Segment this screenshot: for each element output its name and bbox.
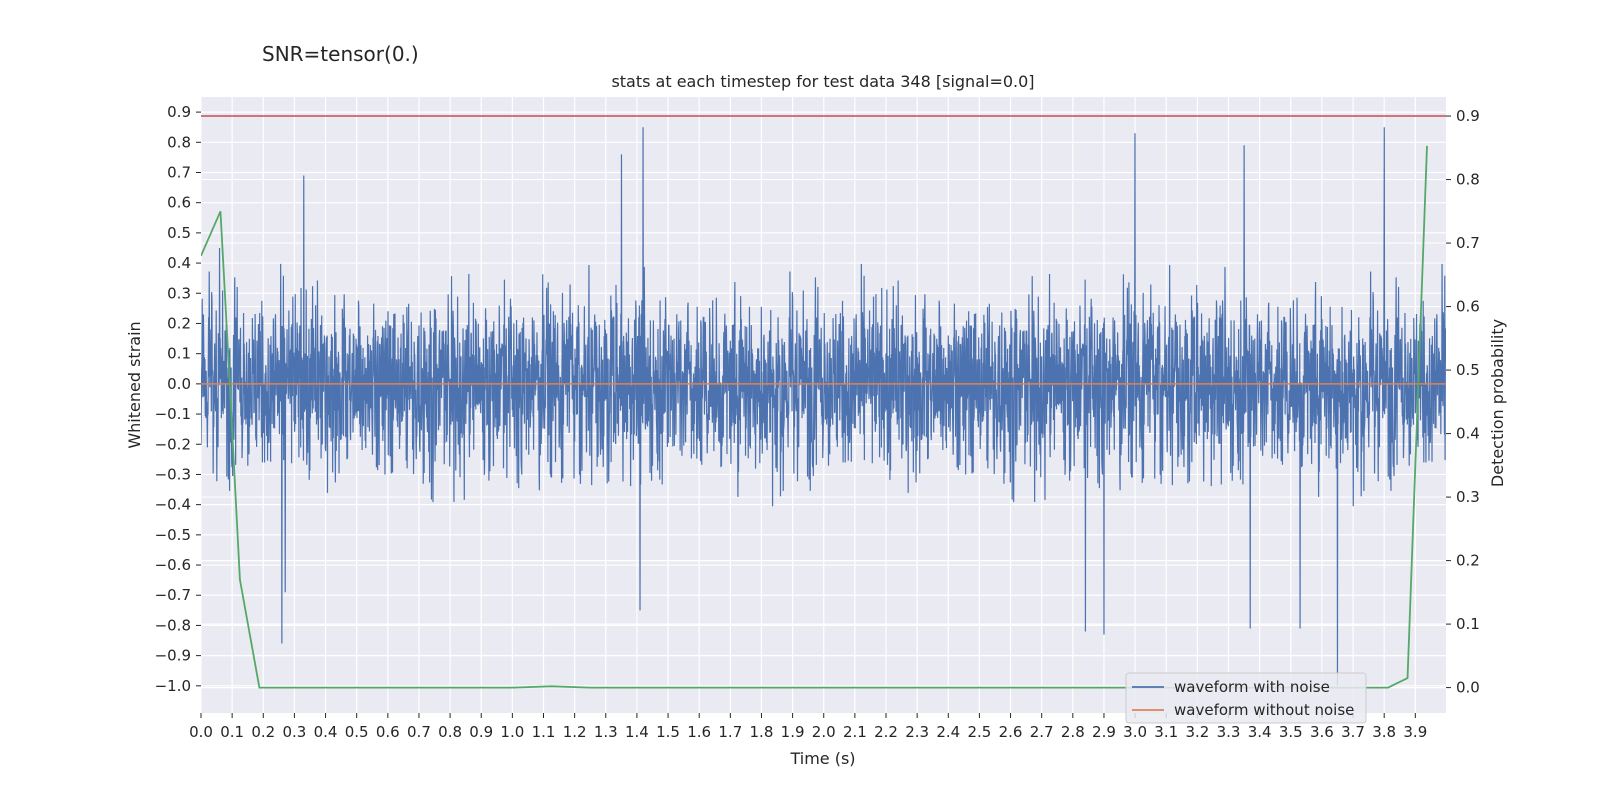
x-tick-label: 3.5	[1279, 723, 1303, 741]
x-tick-label: 0.3	[282, 723, 306, 741]
x-tick-label: 2.8	[1061, 723, 1085, 741]
y-tick-label: −0.4	[155, 496, 191, 514]
y-axis-ticks: 0.9 0.8 0.7 0.6 0.5 0.4 0.3 0.2 0.1 0.0 −0.1 −0.2 −0…	[155, 103, 201, 695]
y-tick-label: −0.9	[155, 647, 191, 665]
x-tick-label: 0.6	[376, 723, 400, 741]
x-tick-label: 2.7	[1030, 723, 1054, 741]
y2-tick-label: 0.0	[1456, 679, 1480, 697]
x-tick-label: 1.4	[625, 723, 649, 741]
y-tick-label: 0.6	[167, 194, 191, 212]
y-tick-label: 0.0	[167, 375, 191, 393]
x-tick-label: 3.8	[1372, 723, 1396, 741]
x-tick-label: 3.2	[1185, 723, 1209, 741]
x-tick-label: 3.6	[1310, 723, 1334, 741]
x-tick-label: 1.2	[563, 723, 587, 741]
y-tick-label: −0.8	[155, 616, 191, 634]
x-tick-label: 2.6	[999, 723, 1023, 741]
x-tick-label: 3.0	[1123, 723, 1147, 741]
y-tick-label: −0.3	[155, 465, 191, 483]
y2-tick-label: 0.3	[1456, 488, 1480, 506]
x-tick-label: 1.7	[718, 723, 742, 741]
legend-label-waveform-without-noise: waveform without noise	[1174, 701, 1354, 719]
x-axis-ticks: 0.0 0.1 0.2 0.3 0.4 0.5 0.6 0.7 0.8 0.9 1.0 1.1 1.2 1…	[189, 713, 1427, 741]
x-tick-label: 2.9	[1092, 723, 1116, 741]
y2-tick-label: 0.8	[1456, 171, 1480, 189]
x-tick-label: 0.1	[220, 723, 244, 741]
x-tick-label: 2.5	[967, 723, 991, 741]
x-tick-label: 0.7	[407, 723, 431, 741]
y2-tick-label: 0.1	[1456, 615, 1480, 633]
x-tick-label: 2.3	[905, 723, 929, 741]
y-tick-label: 0.4	[167, 254, 191, 272]
x-axis-label: Time (s)	[789, 749, 855, 768]
y-tick-label: 0.8	[167, 133, 191, 151]
x-tick-label: 3.4	[1248, 723, 1272, 741]
x-tick-label: 0.5	[345, 723, 369, 741]
x-tick-label: 1.5	[656, 723, 680, 741]
suptitle: SNR=tensor(0.)	[262, 42, 419, 66]
y-tick-label: −1.0	[155, 677, 191, 695]
y2-tick-label: 0.5	[1456, 361, 1480, 379]
y2-tick-label: 0.2	[1456, 552, 1480, 570]
series-line-waveform-with-noise	[201, 127, 1446, 686]
x-tick-label: 3.9	[1403, 723, 1427, 741]
y-tick-label: −0.1	[155, 405, 191, 423]
y-tick-label: −0.7	[155, 586, 191, 604]
y2-axis-label: Detection probability	[1488, 319, 1507, 487]
x-tick-label: 1.1	[532, 723, 556, 741]
x-tick-label: 0.2	[251, 723, 275, 741]
chart-title: stats at each timestep for test data 348…	[611, 72, 1034, 91]
x-tick-label: 1.6	[687, 723, 711, 741]
x-tick-label: 2.4	[936, 723, 960, 741]
x-tick-label: 2.0	[812, 723, 836, 741]
x-tick-label: 2.2	[874, 723, 898, 741]
y2-tick-label: 0.6	[1456, 298, 1480, 316]
y-tick-label: 0.7	[167, 163, 191, 181]
y-tick-label: 0.2	[167, 314, 191, 332]
y-tick-label: 0.1	[167, 345, 191, 363]
y-tick-label: 0.3	[167, 284, 191, 302]
y-tick-label: 0.5	[167, 224, 191, 242]
y-tick-label: −0.5	[155, 526, 191, 544]
x-tick-label: 3.3	[1217, 723, 1241, 741]
y2-tick-label: 0.4	[1456, 425, 1480, 443]
legend: waveform with noise waveform without noi…	[1125, 672, 1367, 724]
y2-tick-label: 0.9	[1456, 107, 1480, 125]
x-tick-label: 1.0	[500, 723, 524, 741]
y2-tick-label: 0.7	[1456, 234, 1480, 252]
x-tick-label: 0.9	[469, 723, 493, 741]
y2-axis-ticks: 0.9 0.8 0.7 0.6 0.5 0.4 0.3 0.2 0.1 0.0	[1446, 107, 1480, 697]
y-tick-label: −0.2	[155, 435, 191, 453]
x-tick-label: 1.3	[594, 723, 618, 741]
y-axis-label: Whitened strain	[125, 321, 144, 448]
x-tick-label: 0.4	[314, 723, 338, 741]
x-tick-label: 0.8	[438, 723, 462, 741]
x-tick-label: 3.1	[1154, 723, 1178, 741]
x-tick-label: 1.8	[750, 723, 774, 741]
x-tick-label: 2.1	[843, 723, 867, 741]
x-tick-label: 0.0	[189, 723, 213, 741]
y-tick-label: 0.9	[167, 103, 191, 121]
x-tick-label: 1.9	[781, 723, 805, 741]
legend-label-waveform-with-noise: waveform with noise	[1174, 678, 1330, 696]
y-tick-label: −0.6	[155, 556, 191, 574]
x-tick-label: 3.7	[1341, 723, 1365, 741]
legend-box	[1125, 672, 1367, 724]
